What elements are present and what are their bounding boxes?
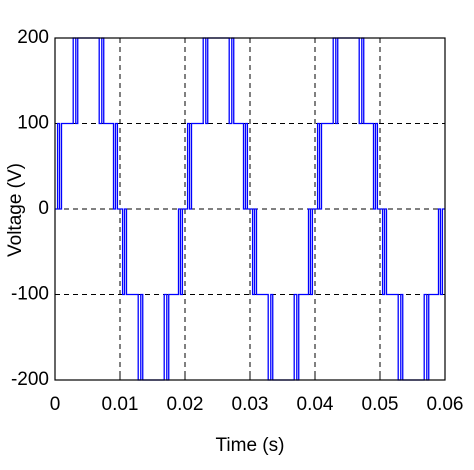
y-tick-label: -200: [11, 369, 49, 390]
x-tick-label: 0.05: [362, 394, 399, 415]
y-axis-label: Voltage (V): [5, 163, 26, 257]
y-tick-label: 100: [17, 113, 49, 134]
plot-frame: [54, 37, 446, 381]
y-tick-label: 200: [17, 27, 49, 48]
x-tick-label: 0.06: [427, 394, 464, 415]
y-tick-label: -100: [11, 284, 49, 305]
x-tick-label: 0.03: [232, 394, 269, 415]
x-tick-label: 0: [50, 394, 61, 415]
x-tick-label: 0.02: [167, 394, 204, 415]
y-tick-label: 0: [38, 198, 49, 219]
x-axis-label: Time (s): [216, 435, 285, 456]
x-tick-label: 0.01: [102, 394, 139, 415]
x-tick-label: 0.04: [297, 394, 334, 415]
voltage-line: [55, 37, 445, 381]
